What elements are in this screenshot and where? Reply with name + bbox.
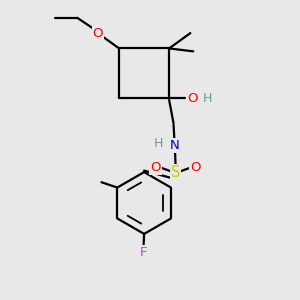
Text: F: F [140, 246, 147, 259]
Text: N: N [170, 139, 180, 152]
Text: H: H [154, 137, 163, 150]
Text: O: O [93, 27, 103, 40]
Text: O: O [188, 92, 198, 105]
Text: H: H [203, 92, 212, 105]
Text: S: S [171, 165, 180, 180]
Text: O: O [190, 161, 201, 174]
Text: O: O [150, 161, 161, 174]
